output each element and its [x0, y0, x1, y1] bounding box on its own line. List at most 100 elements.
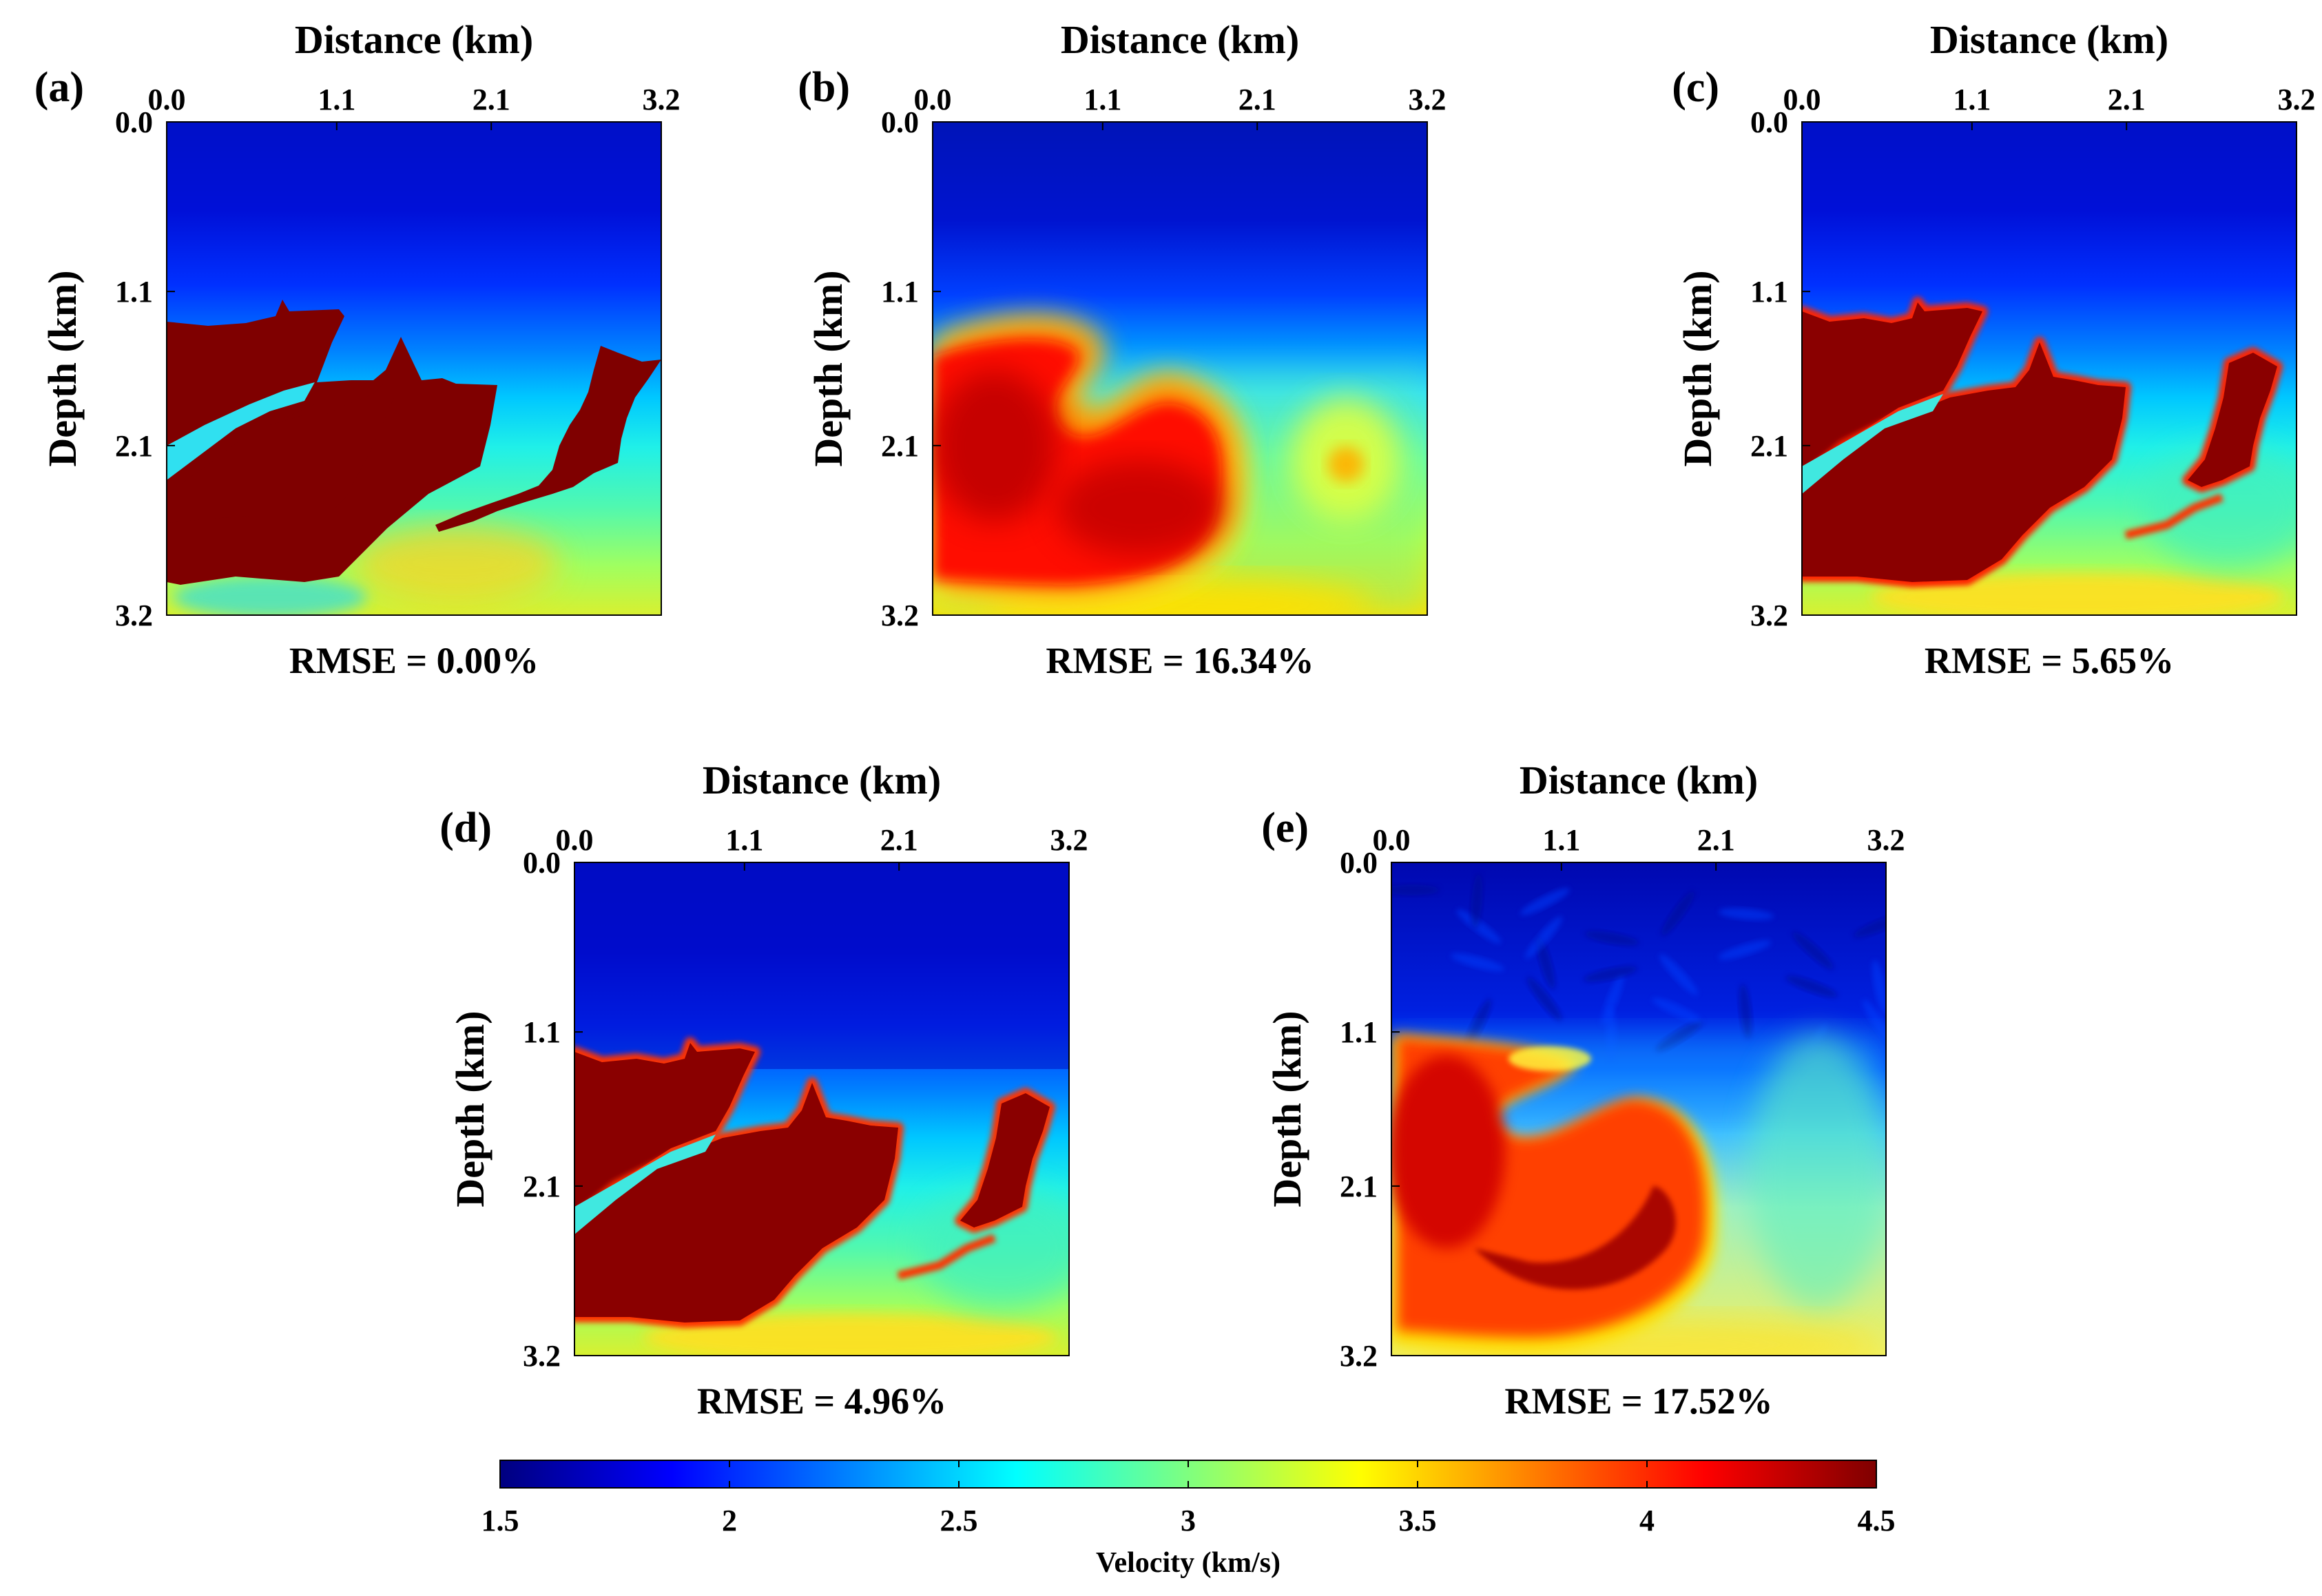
panel-a: 0.0 1.1 2.1 3.2 0.0 1.1 2.1 3.2 Distance (km) Dep… [34, 17, 681, 681]
noise-streak [1853, 914, 1886, 937]
salt-body-3 [960, 1093, 1050, 1227]
noise-streak [1536, 936, 1555, 990]
colorbar-tick-label: 2 [722, 1504, 737, 1537]
salt-tail [2124, 493, 2224, 539]
x-tick-label: 0.0 [1783, 83, 1821, 116]
x-axis-title: Distance (km) [703, 758, 941, 802]
panel-label: (c) [1672, 64, 1719, 111]
velocity-image [574, 862, 1069, 1356]
noise-streak [1863, 999, 1886, 1046]
colorbar-tick-label: 2.5 [940, 1504, 978, 1537]
y-tick-label: 0.0 [115, 105, 153, 139]
axes-frame [1801, 121, 2297, 616]
y-tick-label: 2.1 [523, 1170, 561, 1203]
salt-tail [897, 1234, 997, 1280]
panels: 0.0 1.1 2.1 3.2 0.0 1.1 2.1 3.2 Distance (km) Dep… [34, 17, 2316, 1422]
anomaly-dark-mid [1057, 459, 1222, 556]
y-tick-label: 0.0 [881, 105, 919, 139]
panel-label: (a) [34, 64, 84, 111]
salt-reconstruction [1802, 297, 2283, 588]
y-tick-label: 0.0 [1750, 105, 1788, 139]
x-tick-label: 3.2 [643, 83, 681, 116]
anomaly-dark-arc [1474, 1186, 1676, 1289]
colorbar-tick-label: 1.5 [481, 1504, 519, 1537]
velocity-image [1391, 862, 1886, 1356]
axes-frame [1391, 862, 1887, 1356]
velocity-image [1802, 122, 2297, 615]
y-tick-label: 3.2 [523, 1339, 561, 1373]
x-tick-label: 0.0 [556, 823, 594, 857]
panel-e: 0.0 1.1 2.1 3.2 0.0 1.1 2.1 3.2 Distance (km) Dep… [1261, 758, 1905, 1422]
colorbar-tick-label: 3.5 [1399, 1504, 1437, 1537]
deep-blue-top [574, 862, 1069, 1069]
x-tick-label: 2.1 [473, 83, 510, 116]
colorbar-label: Velocity (km/s) [1096, 1547, 1281, 1579]
colorbar: 1.5 2 2.5 3 3.5 4 4.5 Velocity (km/s) [481, 1460, 1896, 1579]
y-tick-label: 2.1 [1750, 429, 1788, 463]
noise-streak [1601, 973, 1624, 1026]
y-tick-label: 2.1 [1340, 1170, 1378, 1203]
y-axis-title: Depth (km) [1265, 1011, 1309, 1207]
colorbar-tick-label: 4 [1639, 1504, 1655, 1537]
salt-body-2 [1802, 342, 2126, 582]
y-tick-label: 1.1 [115, 275, 153, 309]
noise-streak [1525, 916, 1562, 959]
x-tick-label: 0.0 [1373, 823, 1411, 857]
x-tick-label: 2.1 [2108, 83, 2146, 116]
x-tick-label: 2.1 [1238, 83, 1276, 116]
rmse-caption: RMSE = 16.34% [1046, 640, 1314, 681]
x-tick-label: 2.1 [1697, 823, 1735, 857]
rmse-caption: RMSE = 0.00% [289, 640, 539, 681]
noise-streak [1520, 888, 1570, 915]
salt-body-1 [574, 1043, 755, 1207]
anomaly-dark-left [933, 370, 1057, 521]
y-tick-label: 1.1 [523, 1015, 561, 1049]
x-axis-title: Distance (km) [1061, 17, 1299, 62]
axes-frame [932, 121, 1428, 616]
y-axis-title: Depth (km) [806, 270, 851, 466]
y-tick-label: 3.2 [115, 599, 153, 632]
x-tick-label: 1.1 [1953, 83, 1991, 116]
noise-streak [1456, 909, 1502, 944]
noise-streak [1739, 984, 1752, 1039]
y-tick-label: 2.1 [115, 429, 153, 463]
x-tick-label: 0.0 [148, 83, 186, 116]
panel-c: 0.0 1.1 2.1 3.2 0.0 1.1 2.1 3.2 Distance (km) Dep… [1672, 17, 2315, 681]
noise-streak [1872, 960, 1886, 1015]
y-tick-label: 1.1 [881, 275, 919, 309]
salt-body-right [435, 346, 661, 532]
y-tick-label: 0.0 [523, 846, 561, 880]
x-tick-label: 1.1 [1084, 83, 1121, 116]
x-tick-label: 1.1 [725, 823, 763, 857]
anomaly-dark-left [1391, 1055, 1505, 1248]
x-tick-label: 2.1 [880, 823, 918, 857]
x-axis-title: Distance (km) [1930, 17, 2168, 62]
noise-streak [1719, 908, 1774, 920]
noise-streak [1659, 954, 1698, 995]
axes-frame [166, 121, 662, 616]
y-axis-title: Depth (km) [40, 270, 85, 466]
noise-streak [1652, 997, 1703, 1024]
noise-streak [1391, 884, 1440, 895]
axes-frame [574, 862, 1070, 1356]
y-tick-label: 3.2 [1340, 1339, 1378, 1373]
cyan-layer [174, 577, 366, 615]
x-tick-label: 1.1 [1542, 823, 1580, 857]
y-tick-label: 2.1 [881, 429, 919, 463]
x-tick-label: 3.2 [1867, 823, 1905, 857]
salt-gap [1802, 394, 1943, 494]
salt-body-3 [2188, 353, 2277, 487]
y-tick-label: 0.0 [1340, 846, 1378, 880]
noise-streak [1583, 966, 1638, 982]
y-tick-label: 1.1 [1340, 1015, 1378, 1049]
salt-bridge [167, 382, 325, 494]
noise-streak [1471, 873, 1483, 929]
salt-body-upper [167, 300, 344, 446]
x-tick-label: 0.0 [914, 83, 952, 116]
x-tick-label: 1.1 [318, 83, 355, 116]
rmse-caption: RMSE = 4.96% [697, 1380, 946, 1422]
y-tick-label: 3.2 [881, 599, 919, 632]
salt-body-middle [167, 384, 394, 523]
yellow-base [643, 1314, 1057, 1356]
